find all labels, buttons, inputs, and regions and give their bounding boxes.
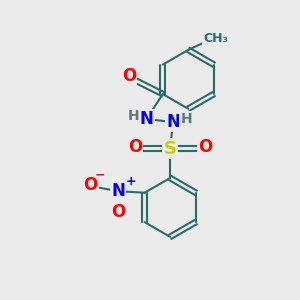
Text: O: O	[111, 203, 125, 221]
Text: H: H	[128, 109, 139, 123]
Text: N: N	[140, 110, 154, 128]
Text: O: O	[128, 138, 142, 156]
Text: N: N	[166, 113, 180, 131]
Text: −: −	[94, 169, 105, 182]
Text: N: N	[111, 182, 125, 200]
Text: O: O	[198, 138, 213, 156]
Text: O: O	[122, 68, 136, 85]
Text: CH₃: CH₃	[203, 32, 228, 45]
Text: S: S	[164, 140, 177, 158]
Text: H: H	[181, 112, 192, 126]
Text: +: +	[125, 175, 136, 188]
Text: O: O	[83, 176, 97, 194]
